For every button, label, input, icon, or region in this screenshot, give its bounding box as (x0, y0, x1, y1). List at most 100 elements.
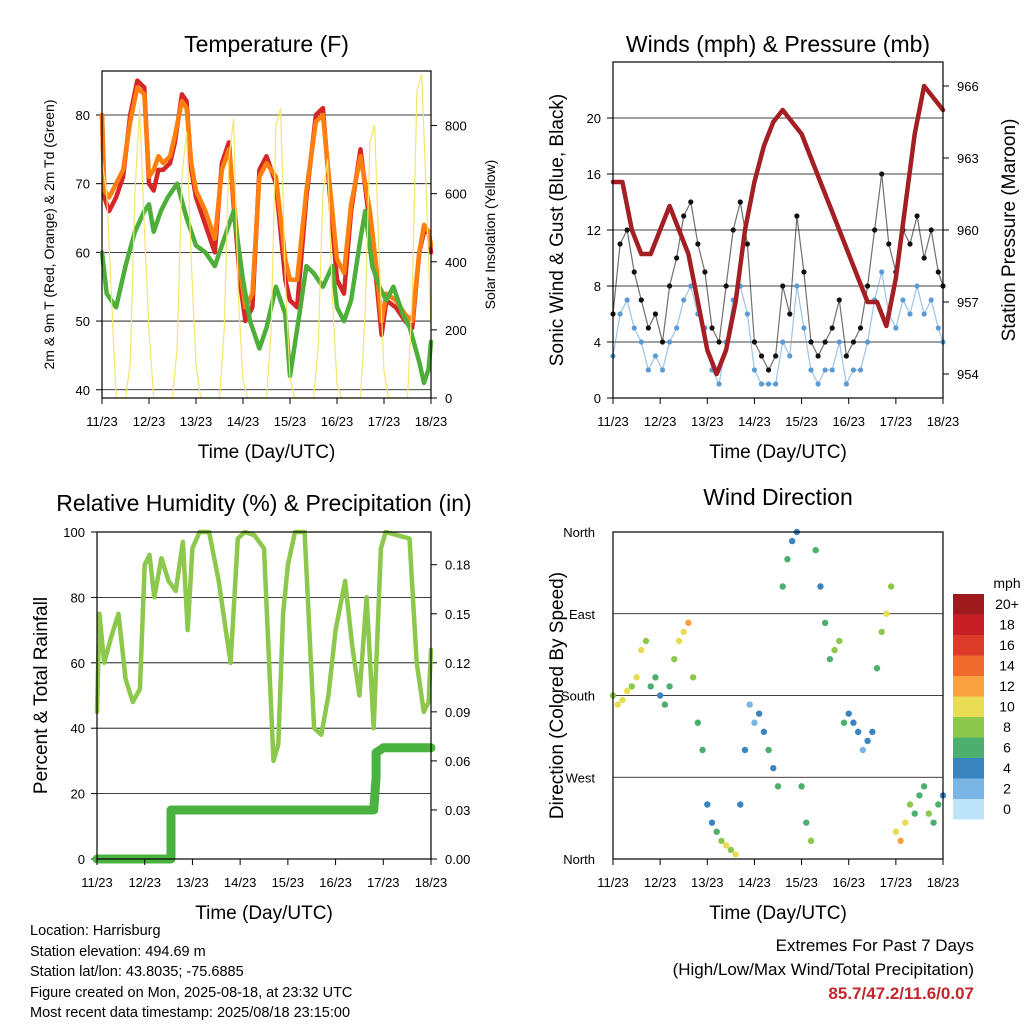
y-tick-label: East (569, 607, 595, 622)
y-right-tick-label: 800 (445, 119, 467, 134)
direction-point (746, 701, 753, 708)
direction-point (930, 819, 937, 826)
direction-point (694, 719, 702, 726)
direction-point (675, 637, 683, 645)
x-tick-label: 12/23 (644, 414, 677, 429)
y-right-tick-label: 600 (445, 187, 467, 202)
chart-panel-2: Winds (mph) & Pressure (mb) 0 4 8 12 16 20 954 9… (547, 31, 1020, 463)
direction-point (633, 674, 640, 681)
y-tick-label: 50 (76, 314, 90, 329)
direction-point (642, 637, 650, 645)
y-right-tick-label: 0.15 (445, 607, 470, 622)
legend-label: 6 (1003, 740, 1011, 756)
legend-label: 4 (1003, 760, 1011, 776)
location-text: Location: Harrisburg (30, 923, 161, 939)
direction-point (864, 737, 871, 745)
direction-point (704, 801, 711, 808)
x-tick-label: 17/23 (880, 414, 913, 429)
direction-point (850, 719, 857, 726)
y-tick-label: 60 (76, 245, 90, 260)
direction-point (661, 701, 669, 708)
x-tick-label: 12/23 (644, 875, 677, 890)
x-tick-label: 16/23 (832, 414, 865, 429)
x-tick-label: 18/23 (927, 875, 960, 890)
x-tick-label: 13/23 (691, 875, 724, 890)
x-tick-label: 11/23 (81, 875, 113, 890)
speed-legend: mph 20+ 18 16 14 12 10 8 6 4 2 0 (953, 575, 1021, 820)
y-tick-label: 40 (76, 383, 90, 398)
direction-point (666, 683, 673, 690)
x-tick-label: 11/23 (597, 414, 629, 429)
y-right-tick-label: 966 (957, 79, 979, 94)
station-info: Location: Harrisburg Station elevation: … (30, 921, 352, 1024)
series-line (610, 83, 946, 377)
y-right-tick-label: 400 (445, 255, 467, 270)
x-tick-label: 18/23 (415, 414, 448, 429)
direction-point (925, 810, 933, 817)
latlon-text: Station lat/lon: 43.8035; -75.6885 (30, 964, 244, 980)
y-tick-label: 100 (63, 525, 85, 540)
direction-point (831, 646, 838, 654)
series-line (99, 85, 434, 324)
plot-frame (612, 531, 944, 860)
plot-frame (612, 61, 944, 399)
plot-frame (96, 531, 432, 860)
x-tick-label: 12/23 (133, 414, 166, 429)
y-tick-label: North (563, 852, 595, 867)
chart-title: Wind Direction (703, 484, 853, 510)
direction-point (784, 556, 791, 563)
x-tick-label: 14/23 (738, 875, 771, 890)
y-tick-label: 20 (71, 787, 85, 802)
y-tick-label: West (566, 770, 596, 785)
x-tick-label: 13/23 (180, 414, 213, 429)
direction-point (807, 837, 815, 845)
direction-point (845, 710, 852, 717)
direction-point (821, 619, 829, 627)
direction-point (788, 537, 796, 545)
legend-swatch (953, 594, 984, 615)
series-line (94, 529, 434, 764)
extremes-title: Extremes For Past 7 Days (775, 936, 974, 955)
chart-title: Relative Humidity (%) & Precipitation (i… (56, 490, 471, 516)
y-tick-label: 20 (587, 111, 601, 126)
direction-point (935, 801, 942, 808)
legend-title: mph (993, 575, 1020, 591)
x-tick-label: 15/23 (274, 414, 307, 429)
chart-title: Temperature (F) (184, 31, 349, 57)
direction-point (614, 701, 621, 708)
y-axis-label: Percent & Total Rainfall (31, 597, 52, 794)
direction-point (760, 728, 768, 736)
x-tick-label: 11/23 (597, 875, 629, 890)
y-tick-label: 4 (594, 335, 601, 350)
legend-swatch (953, 676, 984, 697)
y-right-tick-label: 957 (957, 295, 979, 310)
direction-point (623, 687, 631, 695)
direction-point (873, 665, 881, 672)
direction-point (798, 783, 805, 790)
direction-point (718, 837, 725, 845)
direction-point (638, 646, 645, 654)
x-tick-label: 15/23 (785, 414, 818, 429)
y-right-axis-label: Station Pressure (Maroon) (999, 119, 1020, 342)
x-axis-label: Time (Day/UTC) (198, 442, 336, 463)
y-right-tick-label: 0.00 (445, 852, 470, 867)
y-tick-label: 0 (78, 852, 85, 867)
legend-swatch (953, 696, 984, 717)
x-tick-label: 13/23 (691, 414, 724, 429)
chart-title: Winds (mph) & Pressure (mb) (626, 31, 930, 57)
legend-swatch (953, 614, 984, 635)
x-tick-label: 18/23 (415, 875, 448, 890)
legend-label: 12 (999, 678, 1015, 694)
x-tick-label: 17/23 (880, 875, 913, 890)
direction-point (727, 846, 735, 854)
y-right-tick-label: 963 (957, 151, 979, 166)
legend-swatch (953, 737, 984, 758)
y-tick-label: 80 (71, 590, 85, 605)
y-axis-label: 2m & 9m T (Red, Orange) & 2m Td (Green) (41, 100, 57, 370)
legend-label: 14 (999, 658, 1015, 674)
x-tick-label: 16/23 (832, 875, 865, 890)
x-tick-label: 11/23 (86, 414, 118, 429)
direction-point (647, 683, 654, 690)
chart-panel-1: Temperature (F)4050607080020040060080011… (41, 31, 498, 463)
